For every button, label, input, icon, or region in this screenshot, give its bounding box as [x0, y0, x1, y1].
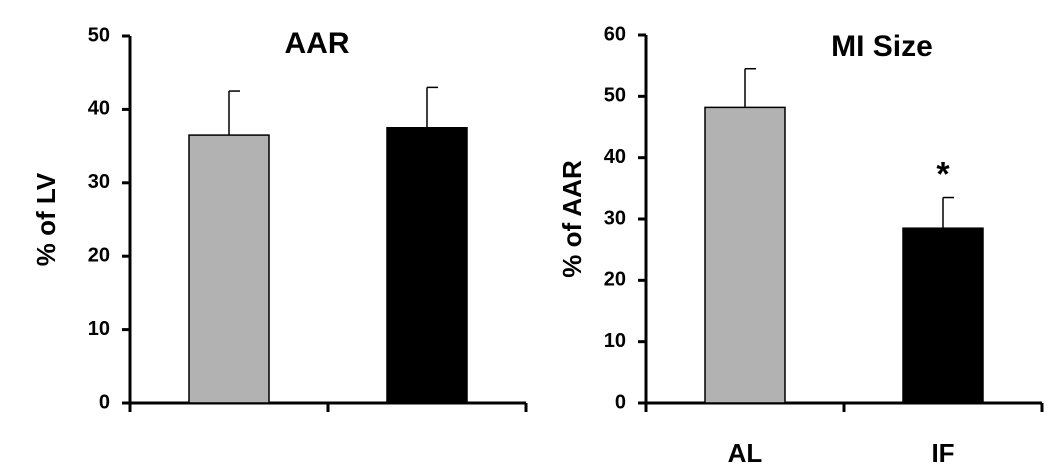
y-tick-label: 50 [88, 24, 110, 46]
y-tick-label: 30 [88, 171, 110, 193]
y-tick-label: 30 [604, 207, 626, 229]
y-tick-label: 40 [604, 146, 626, 168]
y-tick-label: 40 [88, 98, 110, 120]
y-axis-label: % of AAR [557, 160, 587, 278]
y-tick-label: 20 [88, 244, 110, 266]
y-tick-label: 20 [604, 269, 626, 291]
bar-group-1 [188, 134, 270, 404]
chart-title: AAR [285, 27, 350, 60]
significance-marker: * [936, 156, 950, 194]
x-category-label: AL [728, 438, 763, 468]
y-tick-label: 0 [99, 391, 110, 413]
bar-if [902, 227, 984, 404]
bar-al [704, 106, 786, 404]
y-axis-label: % of LV [31, 172, 61, 266]
y-tick-label: 0 [615, 391, 626, 413]
bar-group-2 [386, 127, 468, 404]
y-tick-label: 10 [604, 330, 626, 352]
chart-aar: AAR % of LV 0 10 20 30 40 50 [31, 24, 528, 413]
plot-area: 0 10 20 30 40 50 [88, 24, 528, 413]
chart-title: MI Size [831, 30, 933, 63]
y-tick-label: 50 [604, 85, 626, 107]
y-tick-label: 10 [88, 318, 110, 340]
x-category-label: IF [931, 438, 954, 468]
chart-mi-size: MI Size % of AAR 0 10 20 30 40 50 60 AL IF * [557, 23, 1044, 468]
y-tick-label: 60 [604, 23, 626, 45]
plot-area: 0 10 20 30 40 50 60 AL IF * [604, 23, 1044, 468]
